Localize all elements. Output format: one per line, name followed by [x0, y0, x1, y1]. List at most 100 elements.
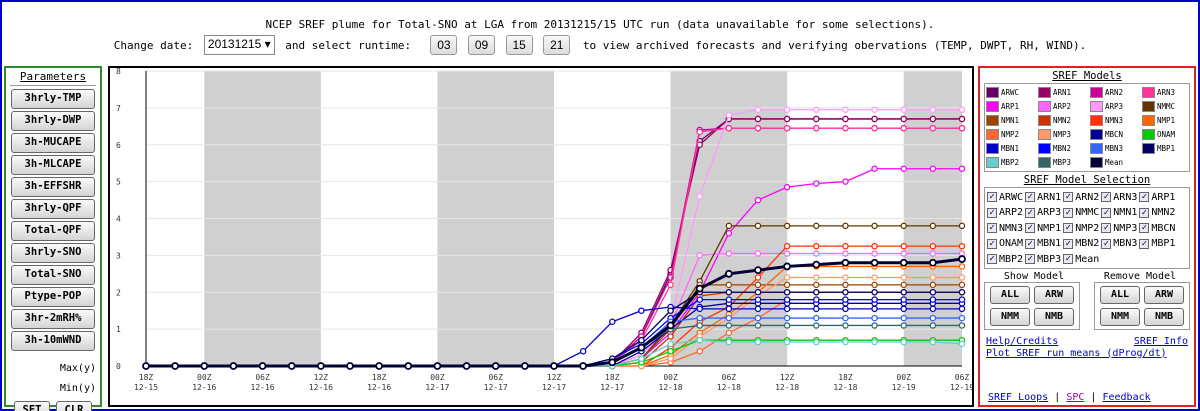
select-arp1[interactable]: ✓ ARP1 [1139, 190, 1175, 205]
select-nmn1[interactable]: ✓ NMN1 [1101, 205, 1137, 220]
select-arn3[interactable]: ✓ ARN3 [1101, 190, 1137, 205]
plot-means-link[interactable]: Plot SREF run means (dProg/dt) [986, 347, 1167, 359]
select-nmp1[interactable]: ✓ NMP1 [1025, 221, 1061, 236]
show-nmm-button[interactable]: NMM [990, 307, 1030, 326]
select-nmn3[interactable]: ✓ NMN3 [987, 221, 1023, 236]
checkbox[interactable]: ✓ [987, 254, 997, 264]
checkbox[interactable]: ✓ [1025, 192, 1036, 202]
series-point-mean [287, 362, 296, 370]
checkbox[interactable]: ✓ [1063, 207, 1074, 218]
spc-link[interactable]: SPC [1066, 392, 1085, 403]
checkbox[interactable]: ✓ [1101, 207, 1112, 218]
show-arw-button[interactable]: ARW [1034, 285, 1074, 304]
select-mbn2[interactable]: ✓ MBN2 [1063, 236, 1099, 251]
select-onam[interactable]: ✓ ONAM [987, 236, 1023, 251]
param-button-3h-mucape[interactable]: 3h-MUCAPE [11, 133, 95, 153]
select-mbp2[interactable]: ✓ MBP2 [987, 252, 1023, 267]
select-mbp3[interactable]: ✓ MBP3 [1025, 252, 1061, 267]
checkbox[interactable]: ✓ [1063, 192, 1074, 202]
checkbox[interactable]: ✓ [1063, 223, 1074, 233]
legend-swatch [1090, 129, 1103, 140]
checkbox[interactable]: ✓ [1063, 254, 1074, 264]
checkbox[interactable]: ✓ [1063, 238, 1074, 249]
param-button-3h-effshr[interactable]: 3h-EFFSHR [11, 177, 95, 197]
series-point-arp1 [754, 196, 762, 204]
select-mbn1[interactable]: ✓ MBN1 [1025, 236, 1061, 251]
series-point-arp3 [783, 106, 791, 113]
select-arp2[interactable]: ✓ ARP2 [987, 205, 1023, 220]
series-point-nmp3 [958, 274, 966, 281]
select-mbn3[interactable]: ✓ MBN3 [1101, 236, 1137, 251]
checkbox[interactable]: ✓ [1025, 223, 1036, 233]
series-point-nmn3 [754, 274, 762, 281]
param-button-total-sno[interactable]: Total-SNO [11, 265, 95, 285]
select-nmp2[interactable]: ✓ NMP2 [1063, 221, 1099, 236]
checkbox[interactable]: ✓ [1025, 254, 1036, 264]
select-arp3[interactable]: ✓ ARP3 [1025, 205, 1061, 220]
checkbox[interactable]: ✓ [1101, 192, 1112, 202]
checkbox[interactable]: ✓ [987, 207, 997, 218]
select-arwc[interactable]: ✓ ARWC [987, 190, 1023, 205]
checkbox-label: ARN2 [1075, 191, 1100, 203]
checkbox[interactable]: ✓ [1101, 238, 1112, 249]
checkbox[interactable]: ✓ [987, 223, 997, 233]
param-button-ptype-pop[interactable]: Ptype-POP [11, 287, 95, 307]
select-nmn2[interactable]: ✓ NMN2 [1139, 205, 1175, 220]
legend-item-nmp3: NMP3 [1038, 128, 1090, 141]
set-button[interactable]: SET [14, 401, 50, 411]
checkbox[interactable]: ✓ [1025, 207, 1036, 218]
checkbox[interactable]: ✓ [1139, 238, 1150, 249]
series-point-mbp2 [667, 340, 674, 348]
select-mbcn[interactable]: ✓ MBCN [1139, 221, 1175, 236]
remove-all-button[interactable]: ALL [1100, 285, 1140, 304]
select-nmp3[interactable]: ✓ NMP3 [1101, 221, 1137, 236]
select-arn1[interactable]: ✓ ARN1 [1025, 190, 1061, 205]
remove-arw-button[interactable]: ARW [1144, 285, 1184, 304]
select-nmmc[interactable]: ✓ NMMC [1063, 205, 1099, 220]
runtime-button-09[interactable]: 09 [468, 35, 495, 55]
select-mean[interactable]: ✓ Mean [1063, 252, 1099, 267]
legend-label: ARN2 [1105, 88, 1124, 97]
date-value: 20131215 [207, 37, 262, 51]
show-all-button[interactable]: ALL [990, 285, 1030, 304]
runtime-button-03[interactable]: 03 [430, 35, 458, 55]
remove-nmm-button[interactable]: NMM [1100, 307, 1140, 326]
param-button-3hrly-tmp[interactable]: 3hrly-TMP [11, 89, 95, 109]
series-point-arp1 [929, 165, 937, 172]
show-nmb-button[interactable]: NMB [1034, 307, 1074, 326]
param-button-3h-10mwnd[interactable]: 3h-10mWND [11, 331, 95, 351]
select-mbp1[interactable]: ✓ MBP1 [1139, 236, 1175, 251]
param-button-3hrly-qpf[interactable]: 3hrly-QPF [11, 199, 95, 219]
param-button-3hrly-dwp[interactable]: 3hrly-DWP [11, 111, 95, 131]
models-heading: SREF Models [1052, 70, 1122, 82]
runtime-button-21[interactable]: 21 [543, 35, 571, 55]
param-button-3h-mlcape[interactable]: 3h-MLCAPE [11, 155, 95, 175]
param-button-total-qpf[interactable]: Total-QPF [11, 221, 95, 241]
select-arn2[interactable]: ✓ ARN2 [1063, 190, 1099, 205]
legend-swatch [986, 115, 999, 126]
legend-item-nmp1: NMP1 [1142, 114, 1194, 127]
checkbox[interactable]: ✓ [1025, 238, 1036, 249]
param-button-3hr-2mrh[interactable]: 3hr-2mRH% [11, 309, 95, 329]
checkbox[interactable]: ✓ [987, 238, 997, 249]
clear-button[interactable]: CLR [56, 401, 92, 411]
param-button-3hrly-sno[interactable]: 3hrly-SNO [11, 243, 95, 263]
remove-nmb-button[interactable]: NMB [1144, 307, 1184, 326]
checkbox[interactable]: ✓ [987, 192, 997, 202]
legend-swatch [986, 101, 999, 112]
sref-info-link[interactable]: SREF Info [1133, 335, 1188, 347]
series-point-mbn3 [696, 314, 703, 322]
help-credits-link[interactable]: Help/Credits [986, 335, 1059, 347]
sref-loops-link[interactable]: SREF Loops [988, 392, 1049, 403]
feedback-link[interactable]: Feedback [1102, 392, 1151, 403]
checkbox[interactable]: ✓ [1139, 192, 1150, 202]
legend-label: ARP2 [1053, 102, 1072, 111]
runtime-button-15[interactable]: 15 [505, 35, 533, 55]
series-point-nmp3 [813, 274, 820, 281]
checkbox[interactable]: ✓ [1101, 223, 1112, 233]
checkbox[interactable]: ✓ [1139, 223, 1150, 233]
series-point-mean [754, 266, 762, 275]
checkbox[interactable]: ✓ [1139, 207, 1150, 218]
x-tick-label: 00Z [663, 373, 678, 382]
date-select[interactable]: 20131215 ▾ [203, 35, 275, 55]
